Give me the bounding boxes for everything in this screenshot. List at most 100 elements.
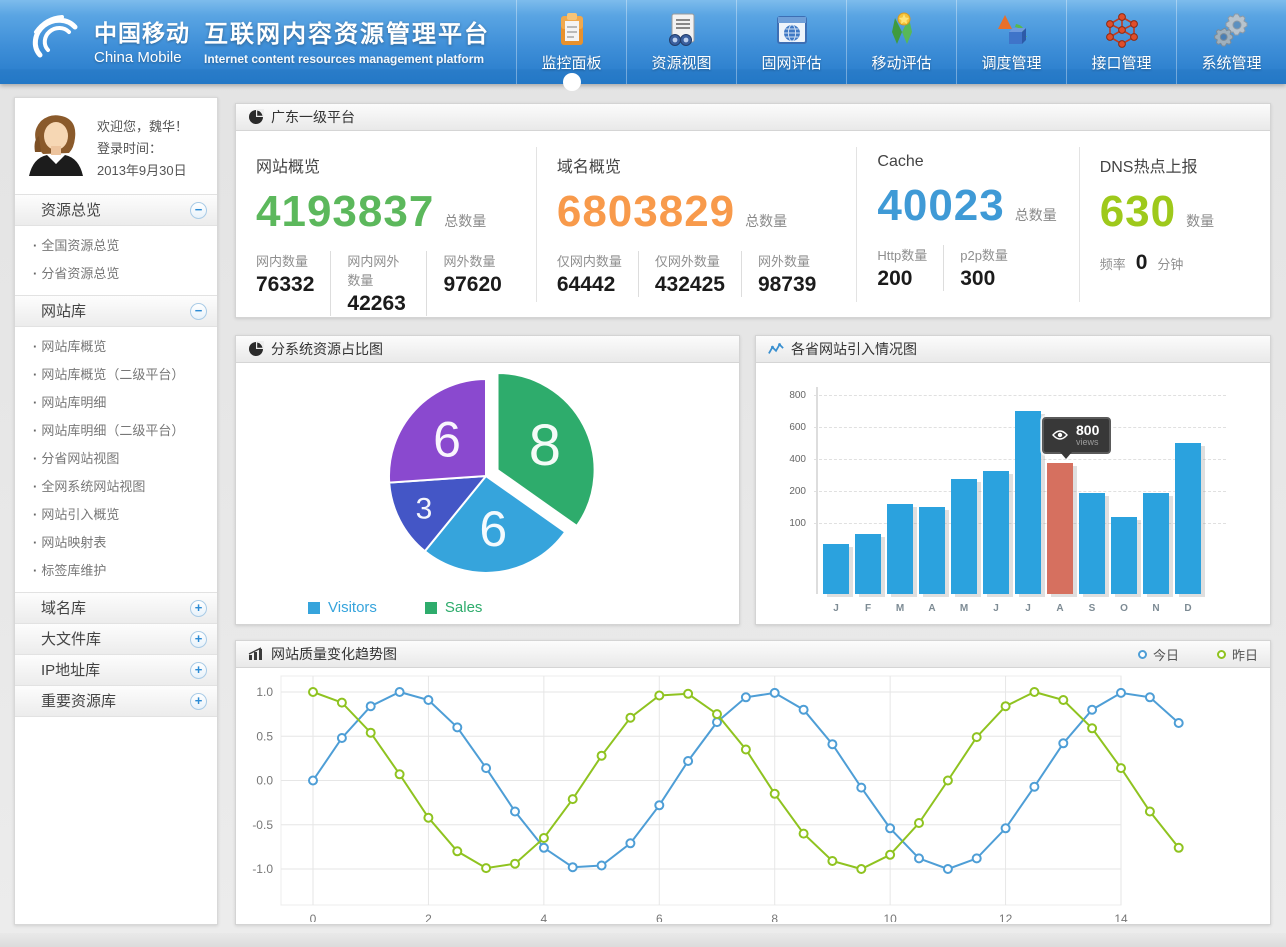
line-marker[interactable]: [942, 775, 953, 786]
expand-icon[interactable]: +: [190, 599, 207, 617]
line-marker[interactable]: [1144, 692, 1155, 703]
line-marker[interactable]: [481, 863, 492, 874]
line-marker[interactable]: [885, 849, 896, 860]
line-marker[interactable]: [1144, 806, 1155, 817]
line-marker[interactable]: [538, 842, 549, 853]
nav-item-3[interactable]: 固网评估: [736, 0, 846, 84]
line-marker[interactable]: [308, 687, 318, 697]
nav-item-4[interactable]: 移动评估: [846, 0, 956, 84]
line-marker[interactable]: [423, 695, 434, 705]
line-marker[interactable]: [596, 750, 607, 761]
nav-item-2[interactable]: 资源视图: [626, 0, 736, 84]
sidebar-item[interactable]: 网站库概览（二级平台）: [15, 361, 217, 389]
bar-D-12[interactable]: [1175, 443, 1201, 594]
line-marker[interactable]: [971, 732, 982, 743]
nav-item-6[interactable]: 接口管理: [1066, 0, 1176, 84]
pie-slice-3[interactable]: [388, 474, 489, 553]
sidebar-item[interactable]: 标签库维护: [15, 557, 217, 585]
nav-item-7[interactable]: 系统管理: [1176, 0, 1286, 84]
line-marker[interactable]: [1058, 695, 1069, 705]
bar-A-4[interactable]: [919, 507, 945, 594]
pie-slice-6[interactable]: [387, 377, 487, 484]
line-marker[interactable]: [1029, 687, 1040, 697]
sidebar-item[interactable]: 分省网站视图: [15, 445, 217, 473]
line-marker[interactable]: [538, 833, 549, 843]
sidebar-item[interactable]: 全网系统网站视图: [15, 473, 217, 501]
line-marker[interactable]: [740, 692, 751, 703]
line-marker[interactable]: [567, 794, 578, 805]
line-marker[interactable]: [827, 739, 838, 750]
bar-S-9[interactable]: [1079, 492, 1105, 594]
line-marker[interactable]: [1116, 687, 1126, 698]
line-marker[interactable]: [798, 704, 809, 715]
line-marker[interactable]: [1087, 704, 1098, 715]
nav-item-1[interactable]: 监控面板: [516, 0, 626, 91]
line-marker[interactable]: [654, 690, 665, 701]
sidebar-section-1[interactable]: 资源总览 −: [15, 194, 217, 226]
pie-slice-6[interactable]: [423, 474, 567, 574]
collapse-icon[interactable]: −: [190, 201, 207, 219]
line-marker[interactable]: [1029, 781, 1040, 792]
line-marker[interactable]: [1173, 842, 1184, 853]
line-marker[interactable]: [740, 744, 751, 755]
sidebar-item[interactable]: 网站映射表: [15, 529, 217, 557]
trend-legend-item[interactable]: 昨日: [1216, 645, 1258, 664]
bar-M-3[interactable]: [887, 503, 913, 594]
expand-icon[interactable]: +: [190, 692, 207, 710]
bar-J-6[interactable]: [983, 471, 1009, 594]
line-marker[interactable]: [365, 727, 376, 738]
bar-J-7[interactable]: [1015, 411, 1041, 594]
line-marker[interactable]: [914, 853, 924, 864]
line-marker[interactable]: [567, 862, 578, 873]
sidebar-item[interactable]: 网站库概览: [15, 333, 217, 361]
sidebar-item[interactable]: 网站库明细: [15, 389, 217, 417]
sidebar-section-3[interactable]: 域名库 +: [15, 592, 217, 624]
bar-F-2[interactable]: [855, 533, 881, 594]
expand-icon[interactable]: +: [190, 630, 207, 648]
line-marker[interactable]: [654, 800, 665, 811]
line-marker[interactable]: [625, 712, 636, 723]
pie-slice-8[interactable]: [496, 371, 596, 528]
line-marker[interactable]: [856, 782, 867, 793]
line-marker[interactable]: [510, 858, 520, 869]
line-marker[interactable]: [1000, 823, 1011, 834]
sidebar-section-5[interactable]: IP地址库 +: [15, 654, 217, 686]
line-marker[interactable]: [1173, 718, 1184, 728]
sidebar-item[interactable]: 全国资源总览: [15, 232, 217, 260]
line-marker[interactable]: [914, 818, 924, 828]
sidebar-item[interactable]: 网站引入概览: [15, 501, 217, 529]
trend-legend-item[interactable]: 今日: [1137, 645, 1179, 664]
line-marker[interactable]: [596, 860, 607, 871]
pie-legend-item[interactable]: Sales: [424, 599, 482, 616]
line-marker[interactable]: [683, 688, 694, 699]
line-marker[interactable]: [1087, 723, 1098, 734]
line-marker[interactable]: [394, 769, 405, 780]
expand-icon[interactable]: +: [190, 661, 207, 679]
line-marker[interactable]: [481, 763, 492, 774]
line-marker[interactable]: [885, 823, 896, 834]
line-marker[interactable]: [336, 697, 347, 708]
sidebar-section-4[interactable]: 大文件库 +: [15, 623, 217, 655]
bar-A-8[interactable]: [1047, 463, 1073, 594]
sidebar-section-6[interactable]: 重要资源库 +: [15, 685, 217, 717]
line-marker[interactable]: [452, 846, 463, 857]
line-marker[interactable]: [712, 709, 722, 720]
sidebar-section-2[interactable]: 网站库 −: [15, 295, 217, 327]
line-marker[interactable]: [712, 717, 722, 728]
bar-O-10[interactable]: [1111, 516, 1137, 594]
line-marker[interactable]: [510, 806, 520, 817]
line-marker[interactable]: [625, 838, 636, 849]
line-marker[interactable]: [769, 788, 780, 799]
line-marker[interactable]: [336, 733, 347, 743]
sidebar-item[interactable]: 网站库明细（二级平台）: [15, 417, 217, 445]
sidebar-item[interactable]: 分省资源总览: [15, 260, 217, 288]
bar-N-11[interactable]: [1143, 492, 1169, 594]
line-marker[interactable]: [1116, 763, 1126, 774]
line-marker[interactable]: [394, 687, 405, 697]
line-marker[interactable]: [308, 775, 318, 786]
line-marker[interactable]: [423, 812, 434, 823]
pie-legend-item[interactable]: Visitors: [308, 599, 377, 616]
line-marker[interactable]: [942, 864, 953, 874]
line-marker[interactable]: [1000, 701, 1011, 712]
line-marker[interactable]: [683, 756, 694, 766]
